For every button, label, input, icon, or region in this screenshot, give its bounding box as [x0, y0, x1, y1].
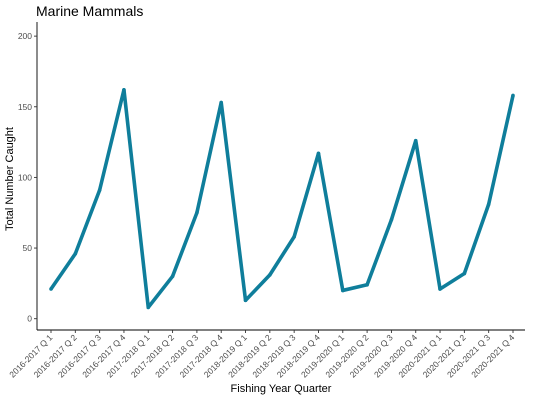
data-point: [438, 287, 442, 291]
data-point: [97, 188, 102, 192]
y-axis-ticks: 0 50 100 150 200: [18, 31, 37, 324]
data-point: [486, 202, 491, 207]
data-point: [340, 288, 345, 293]
data-point: [268, 273, 272, 277]
y-tick-label: 0: [27, 314, 32, 324]
data-point: [389, 217, 394, 222]
data-point: [462, 271, 467, 276]
y-tick-label: 100: [18, 172, 32, 182]
y-axis-title: Total Number Caught: [4, 127, 16, 231]
data-point: [73, 251, 78, 256]
data-points: [49, 88, 515, 310]
data-point: [316, 151, 321, 156]
data-point: [122, 88, 126, 92]
data-point: [413, 138, 418, 143]
data-point: [170, 274, 175, 279]
chart-title: Marine Mammals: [36, 3, 143, 19]
y-tick-label: 50: [23, 243, 33, 253]
data-point: [219, 100, 224, 105]
data-point: [292, 234, 296, 239]
y-tick-label: 150: [18, 102, 32, 112]
x-axis-title: Fishing Year Quarter: [231, 383, 332, 395]
x-tick-label: 2020-2021 Q 4: [469, 332, 516, 379]
data-point: [365, 282, 369, 287]
series-line: [49, 88, 515, 310]
data-point: [511, 93, 515, 98]
data-point: [195, 210, 199, 215]
y-tick-label: 200: [18, 31, 32, 41]
data-point: [243, 298, 248, 303]
data-point: [49, 287, 53, 291]
data-point: [146, 305, 151, 310]
